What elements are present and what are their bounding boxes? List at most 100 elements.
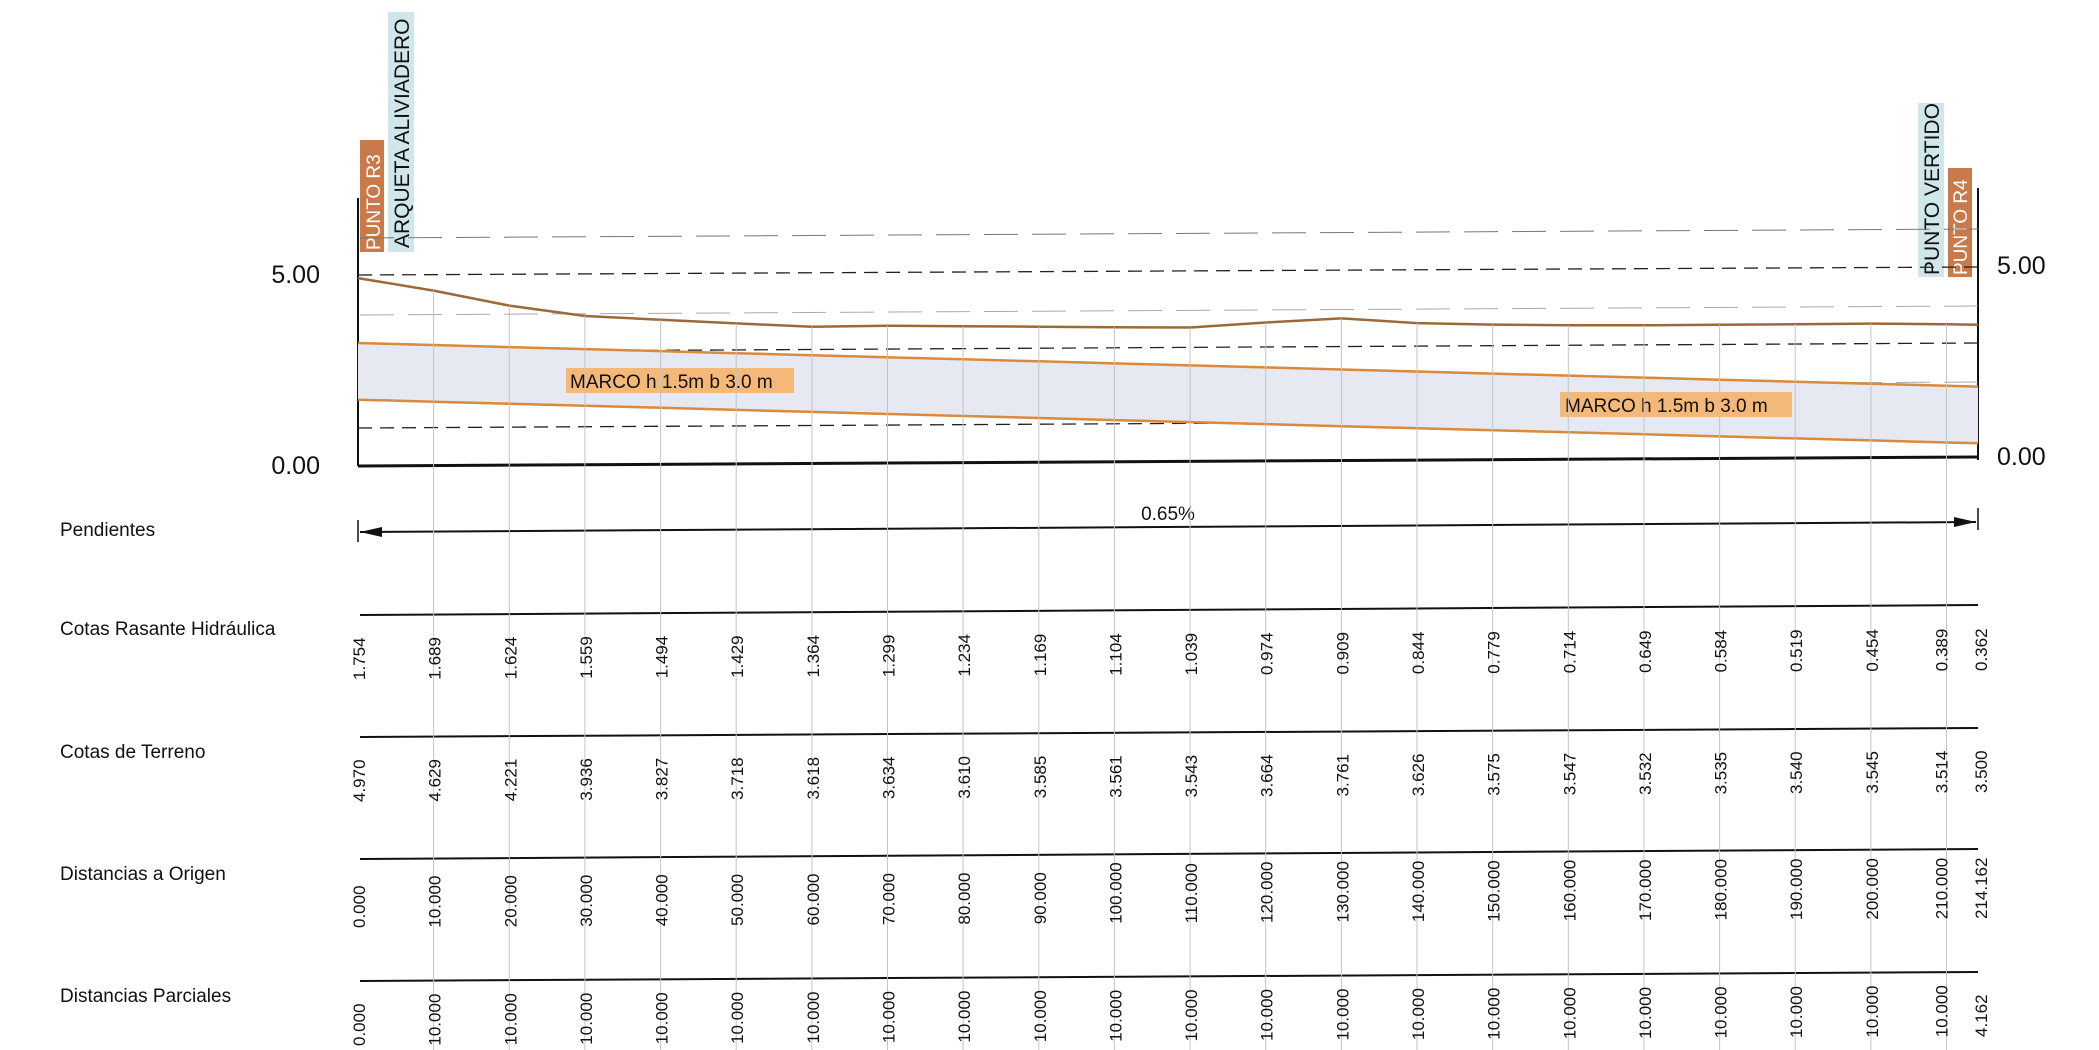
origin-distance-label: 0.000 <box>350 885 369 928</box>
row-label-partial: Distancias Parciales <box>60 986 231 1007</box>
hydraulic-elevation-label: 1.494 <box>653 636 672 679</box>
hydraulic-elevation-label: 0.974 <box>1258 632 1277 675</box>
hydraulic-elevation-label: 0.362 <box>1972 628 1991 671</box>
hydraulic-elevation-label: 0.454 <box>1863 629 1882 672</box>
terrain-elevation-label: 3.532 <box>1636 752 1655 795</box>
slope-value: 0.65% <box>1141 504 1195 525</box>
station-labels: 1.754 1.689 1.624 1.559 1.494 1.429 1.364 1.299… <box>350 628 1991 1046</box>
terrain-elevation-label: 3.543 <box>1182 755 1201 798</box>
row-line-terrain <box>359 727 1979 738</box>
hydraulic-elevation-label: 0.714 <box>1560 631 1579 674</box>
partial-distance-label: 10.000 <box>955 991 974 1043</box>
start-point-code: PUNTO R3 <box>364 154 385 250</box>
terrain-elevation-label: 4.629 <box>426 759 445 802</box>
partial-distance-label: 4.162 <box>1972 994 1991 1037</box>
terrain-elevation-label: 4.970 <box>350 759 369 802</box>
terrain-line <box>357 276 1979 329</box>
terrain-elevation-label: 3.547 <box>1560 753 1579 796</box>
terrain-elevation-label: 3.514 <box>1933 751 1952 794</box>
terrain-elevation-label: 3.626 <box>1409 754 1428 797</box>
end-point-name: PUNTO VERTIDO <box>1921 103 1944 275</box>
pipe-label-1: MARCO h 1.5m b 3.0 m <box>570 372 773 393</box>
terrain-elevation-label: 3.610 <box>955 756 974 799</box>
start-name-bg <box>388 12 414 252</box>
partial-distance-label: 10.000 <box>804 992 823 1044</box>
origin-distance-label: 50.000 <box>728 874 747 926</box>
origin-distance-label: 60.000 <box>804 874 823 926</box>
partial-distance-label: 10.000 <box>1787 986 1806 1038</box>
hydraulic-elevation-label: 1.104 <box>1106 633 1125 676</box>
ref-line <box>359 305 1979 316</box>
left-label-5: 5.00 <box>271 261 320 289</box>
origin-distance-label: 210.000 <box>1933 858 1952 919</box>
hydraulic-elevation-label: 1.429 <box>728 635 747 678</box>
pipe-label-1-bg <box>566 368 794 393</box>
terrain-elevation-label: 3.718 <box>728 757 747 800</box>
end-code-bg <box>1948 168 1972 277</box>
hydraulic-elevation-label: 1.689 <box>426 637 445 680</box>
origin-distance-label: 200.000 <box>1863 858 1882 919</box>
end-point-code: PUNTO R4 <box>1951 179 1972 275</box>
end-name-bg <box>1918 103 1944 277</box>
partial-distance-label: 10.000 <box>653 992 672 1044</box>
row-label-terrain: Cotas de Terreno <box>60 742 205 763</box>
hydraulic-elevation-label: 1.169 <box>1031 634 1050 677</box>
origin-distance-label: 150.000 <box>1485 860 1504 921</box>
partial-distance-label: 10.000 <box>501 993 520 1045</box>
partial-distance-label: 10.000 <box>880 991 899 1043</box>
origin-distance-label: 30.000 <box>577 875 596 927</box>
hydraulic-elevation-label: 1.039 <box>1182 633 1201 676</box>
terrain-elevation-label: 3.585 <box>1031 756 1050 799</box>
origin-distance-label: 100.000 <box>1106 862 1125 923</box>
terrain-elevation-label: 4.221 <box>501 759 520 802</box>
row-line-hydraulic <box>359 604 1979 616</box>
terrain-elevation-label: 3.827 <box>653 758 672 801</box>
partial-distance-label: 10.000 <box>1409 988 1428 1040</box>
origin-distance-label: 20.000 <box>501 875 520 927</box>
partial-distance-label: 10.000 <box>1863 986 1882 1038</box>
ref-line <box>357 266 1979 276</box>
partial-distance-label: 10.000 <box>1636 987 1655 1039</box>
pipe-label-2-bg <box>1560 392 1792 417</box>
hydraulic-elevation-label: 0.389 <box>1933 629 1952 672</box>
start-point-labels: PUNTO R3 ARQUETA ALIVIADERO <box>360 12 414 252</box>
partial-distance-label: 10.000 <box>426 994 445 1046</box>
partial-distance-label: 10.000 <box>577 993 596 1045</box>
hydraulic-elevation-label: 1.624 <box>501 637 520 680</box>
terrain-elevation-label: 3.575 <box>1485 753 1504 796</box>
origin-distance-label: 10.000 <box>426 876 445 928</box>
partial-distance-label: 10.000 <box>1560 987 1579 1039</box>
slope-dimension-line <box>359 521 1977 533</box>
origin-distance-label: 70.000 <box>880 873 899 925</box>
ref-line <box>359 228 1979 239</box>
partial-distance-label: 0.000 <box>350 1003 369 1046</box>
slope-arrow-left <box>360 527 382 537</box>
origin-distance-label: 80.000 <box>955 873 974 925</box>
partial-distance-label: 10.000 <box>1106 990 1125 1042</box>
datum-baseline <box>357 455 1979 468</box>
partial-distance-label: 10.000 <box>728 992 747 1044</box>
partial-distance-label: 10.000 <box>1933 985 1952 1037</box>
row-label-origin: Distancias a Origen <box>60 864 226 885</box>
start-point-name: ARQUETA ALIVIADERO <box>391 18 414 248</box>
hydraulic-elevation-label: 1.234 <box>955 634 974 677</box>
origin-distance-label: 40.000 <box>653 874 672 926</box>
hydraulic-elevation-label: 0.649 <box>1636 630 1655 673</box>
partial-distance-label: 10.000 <box>1031 990 1050 1042</box>
origin-distance-label: 170.000 <box>1636 859 1655 920</box>
origin-distance-label: 214.162 <box>1972 858 1991 919</box>
origin-distance-label: 160.000 <box>1560 860 1579 921</box>
origin-distance-label: 180.000 <box>1712 859 1731 920</box>
start-code-bg <box>360 140 384 252</box>
partial-distance-label: 10.000 <box>1485 988 1504 1040</box>
hydraulic-elevation-label: 1.299 <box>880 635 899 678</box>
partial-distance-label: 10.000 <box>1712 986 1731 1038</box>
terrain-elevation-label: 3.618 <box>804 757 823 800</box>
terrain-elevation-label: 3.545 <box>1863 751 1882 794</box>
terrain-elevation-label: 3.664 <box>1258 754 1277 797</box>
terrain-elevation-label: 3.500 <box>1972 750 1991 793</box>
left-label-0: 0.00 <box>271 452 320 480</box>
origin-distance-label: 130.000 <box>1333 861 1352 922</box>
terrain-elevation-label: 3.561 <box>1106 755 1125 798</box>
